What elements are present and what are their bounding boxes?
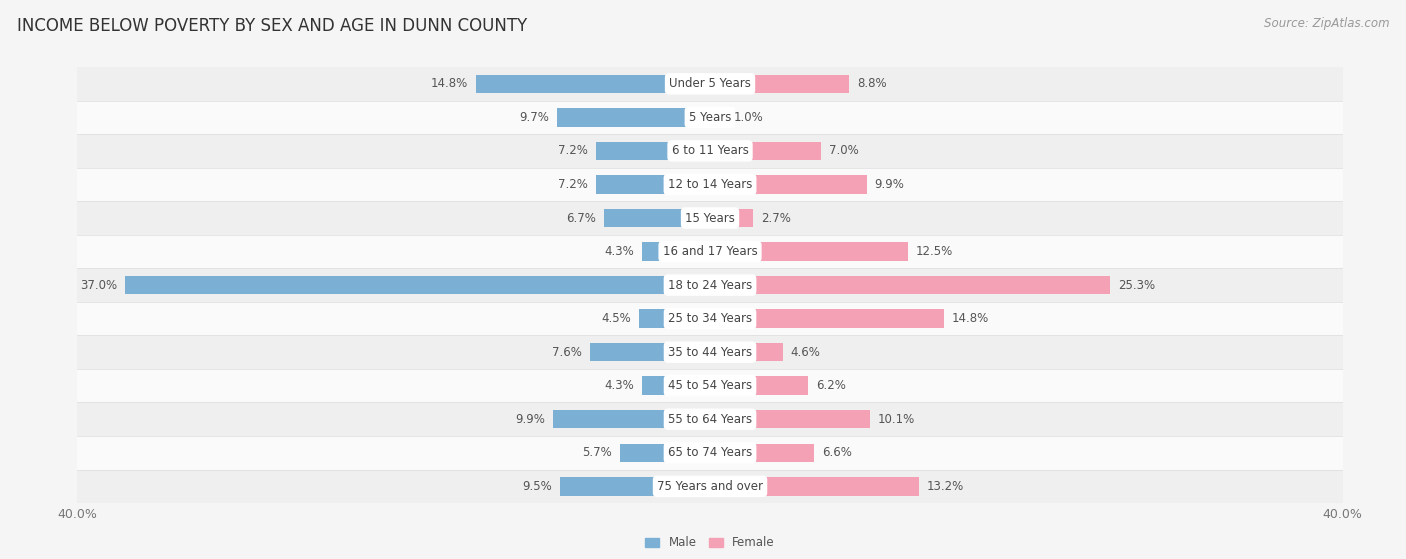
Bar (596, 142, 710, 160)
Bar (77, 470, 1343, 503)
Bar (591, 343, 710, 361)
Text: 4.3%: 4.3% (605, 379, 634, 392)
Text: 37.0%: 37.0% (80, 278, 117, 292)
Bar (77, 101, 1343, 134)
Text: Source: ZipAtlas.com: Source: ZipAtlas.com (1264, 17, 1389, 30)
Text: 12.5%: 12.5% (915, 245, 953, 258)
Bar (710, 108, 725, 126)
Bar (77, 168, 1343, 201)
Bar (554, 410, 710, 428)
Bar (620, 444, 710, 462)
Text: 65 to 74 Years: 65 to 74 Years (668, 446, 752, 459)
Text: 16 and 17 Years: 16 and 17 Years (662, 245, 758, 258)
Text: 7.0%: 7.0% (828, 144, 859, 158)
Text: 1.0%: 1.0% (734, 111, 763, 124)
Text: 14.8%: 14.8% (952, 312, 990, 325)
Bar (77, 335, 1343, 369)
Bar (710, 142, 821, 160)
Text: 9.7%: 9.7% (519, 111, 548, 124)
Bar (710, 444, 814, 462)
Text: 14.8%: 14.8% (430, 77, 468, 91)
Bar (605, 209, 710, 227)
Bar (710, 310, 945, 328)
Bar (77, 402, 1343, 436)
Text: 7.2%: 7.2% (558, 178, 588, 191)
Text: Under 5 Years: Under 5 Years (669, 77, 751, 91)
Text: 6.2%: 6.2% (815, 379, 846, 392)
Text: 15 Years: 15 Years (685, 211, 735, 225)
Bar (710, 243, 908, 260)
Text: 35 to 44 Years: 35 to 44 Years (668, 345, 752, 359)
Text: 45 to 54 Years: 45 to 54 Years (668, 379, 752, 392)
Text: 2.7%: 2.7% (761, 211, 790, 225)
Bar (710, 377, 808, 395)
Bar (77, 67, 1343, 101)
Bar (710, 209, 752, 227)
Text: 4.3%: 4.3% (605, 245, 634, 258)
Bar (77, 201, 1343, 235)
Text: 75 Years and over: 75 Years and over (657, 480, 763, 493)
Bar (77, 369, 1343, 402)
Bar (77, 268, 1343, 302)
Bar (710, 276, 1111, 294)
Text: 10.1%: 10.1% (877, 413, 915, 426)
Text: 8.8%: 8.8% (858, 77, 887, 91)
Bar (77, 436, 1343, 470)
Text: 12 to 14 Years: 12 to 14 Years (668, 178, 752, 191)
Bar (475, 74, 710, 93)
Text: 25.3%: 25.3% (1118, 278, 1156, 292)
Bar (710, 477, 920, 496)
Bar (638, 310, 710, 328)
Text: 7.6%: 7.6% (553, 345, 582, 359)
Bar (560, 477, 710, 496)
Text: 4.6%: 4.6% (790, 345, 821, 359)
Text: 25 to 34 Years: 25 to 34 Years (668, 312, 752, 325)
Bar (710, 175, 866, 193)
Text: 6.7%: 6.7% (567, 211, 596, 225)
Text: INCOME BELOW POVERTY BY SEX AND AGE IN DUNN COUNTY: INCOME BELOW POVERTY BY SEX AND AGE IN D… (17, 17, 527, 35)
Text: 55 to 64 Years: 55 to 64 Years (668, 413, 752, 426)
Bar (596, 175, 710, 193)
Bar (77, 134, 1343, 168)
Text: 6.6%: 6.6% (823, 446, 852, 459)
Text: 5 Years: 5 Years (689, 111, 731, 124)
Legend: Male, Female: Male, Female (641, 532, 779, 554)
Text: 9.9%: 9.9% (516, 413, 546, 426)
Text: 6 to 11 Years: 6 to 11 Years (672, 144, 748, 158)
Bar (710, 343, 783, 361)
Bar (710, 74, 849, 93)
Text: 18 to 24 Years: 18 to 24 Years (668, 278, 752, 292)
Bar (643, 243, 710, 260)
Text: 7.2%: 7.2% (558, 144, 588, 158)
Bar (557, 108, 710, 126)
Bar (643, 377, 710, 395)
Text: 9.5%: 9.5% (522, 480, 551, 493)
Bar (125, 276, 710, 294)
Bar (77, 302, 1343, 335)
Text: 9.9%: 9.9% (875, 178, 904, 191)
Text: 4.5%: 4.5% (602, 312, 631, 325)
Bar (710, 410, 870, 428)
Bar (77, 235, 1343, 268)
Text: 5.7%: 5.7% (582, 446, 612, 459)
Text: 13.2%: 13.2% (927, 480, 965, 493)
